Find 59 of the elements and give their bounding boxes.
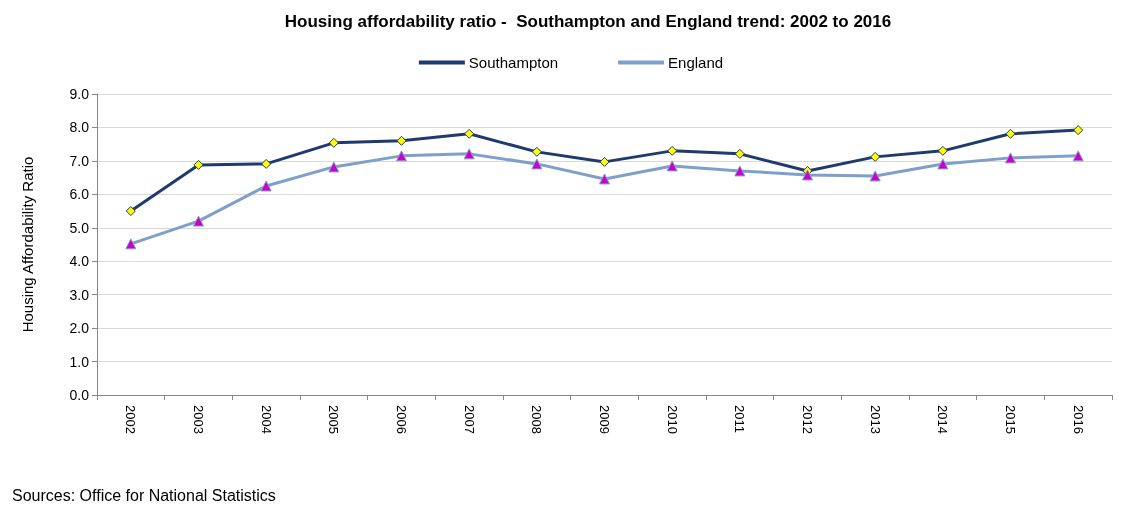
x-tick-label: 2006 bbox=[394, 405, 409, 434]
point bbox=[328, 137, 339, 148]
x-tick-label: 2010 bbox=[664, 405, 680, 434]
point bbox=[666, 160, 678, 172]
point bbox=[463, 148, 475, 160]
x-tick-label: 2012 bbox=[800, 405, 815, 434]
point bbox=[464, 128, 475, 139]
x-tick-label: 2013 bbox=[867, 405, 883, 434]
x-tick-label: 2014 bbox=[935, 405, 951, 434]
point bbox=[667, 145, 678, 156]
y-tick-label: 5.0 bbox=[69, 219, 90, 236]
point bbox=[599, 156, 610, 167]
point bbox=[396, 135, 407, 146]
point bbox=[260, 180, 272, 192]
point bbox=[193, 159, 204, 170]
x-tick-label: 2008 bbox=[529, 405, 545, 434]
y-tick-label: 4.0 bbox=[69, 253, 90, 270]
point bbox=[869, 170, 881, 182]
point bbox=[734, 148, 745, 159]
y-tick-label: 0.0 bbox=[69, 387, 90, 403]
chart-title: Housing affordability ratio - Southampton and England trend: 2002 to 2016 bbox=[284, 12, 892, 31]
point bbox=[870, 151, 881, 162]
point bbox=[328, 161, 340, 173]
y-tick-label: 1.0 bbox=[69, 353, 90, 370]
point bbox=[937, 145, 948, 156]
x-tick-label: 2004 bbox=[258, 405, 274, 434]
y-tick-label: 6.0 bbox=[69, 186, 90, 203]
y-tick-label: 8.0 bbox=[69, 119, 90, 136]
x-tick-label: 2002 bbox=[123, 405, 139, 434]
x-tick-label: 2015 bbox=[1003, 405, 1018, 434]
x-tick-label: 2003 bbox=[191, 405, 206, 434]
x-tick-label: 2016 bbox=[1070, 405, 1086, 434]
y-tick-label: 2.0 bbox=[69, 320, 90, 337]
point bbox=[531, 158, 543, 170]
y-tick-label: 3.0 bbox=[69, 286, 90, 303]
point bbox=[937, 158, 949, 170]
point bbox=[1005, 128, 1016, 139]
point bbox=[193, 215, 204, 227]
point bbox=[1072, 150, 1084, 162]
x-tick-label: 2007 bbox=[461, 405, 477, 434]
y-tick-label: 7.0 bbox=[69, 152, 90, 169]
x-tick-label: 2011 bbox=[732, 405, 748, 433]
y-axis-title: Housing Affordability Ratio bbox=[19, 156, 36, 333]
point bbox=[125, 206, 136, 217]
point bbox=[802, 169, 813, 181]
x-tick-label: 2005 bbox=[326, 405, 342, 434]
legend-label: Southampton bbox=[468, 54, 559, 71]
point bbox=[734, 165, 746, 177]
point bbox=[261, 158, 272, 169]
point bbox=[125, 238, 137, 250]
legend-label: England bbox=[668, 54, 724, 71]
source-note: Sources: Office for National Statistics bbox=[12, 486, 276, 504]
point bbox=[531, 146, 542, 157]
y-tick-label: 9.0 bbox=[69, 86, 90, 102]
point bbox=[1005, 152, 1016, 164]
point bbox=[1073, 125, 1084, 136]
point bbox=[599, 173, 610, 185]
x-tick-label: 2009 bbox=[597, 405, 612, 434]
point bbox=[396, 150, 407, 162]
